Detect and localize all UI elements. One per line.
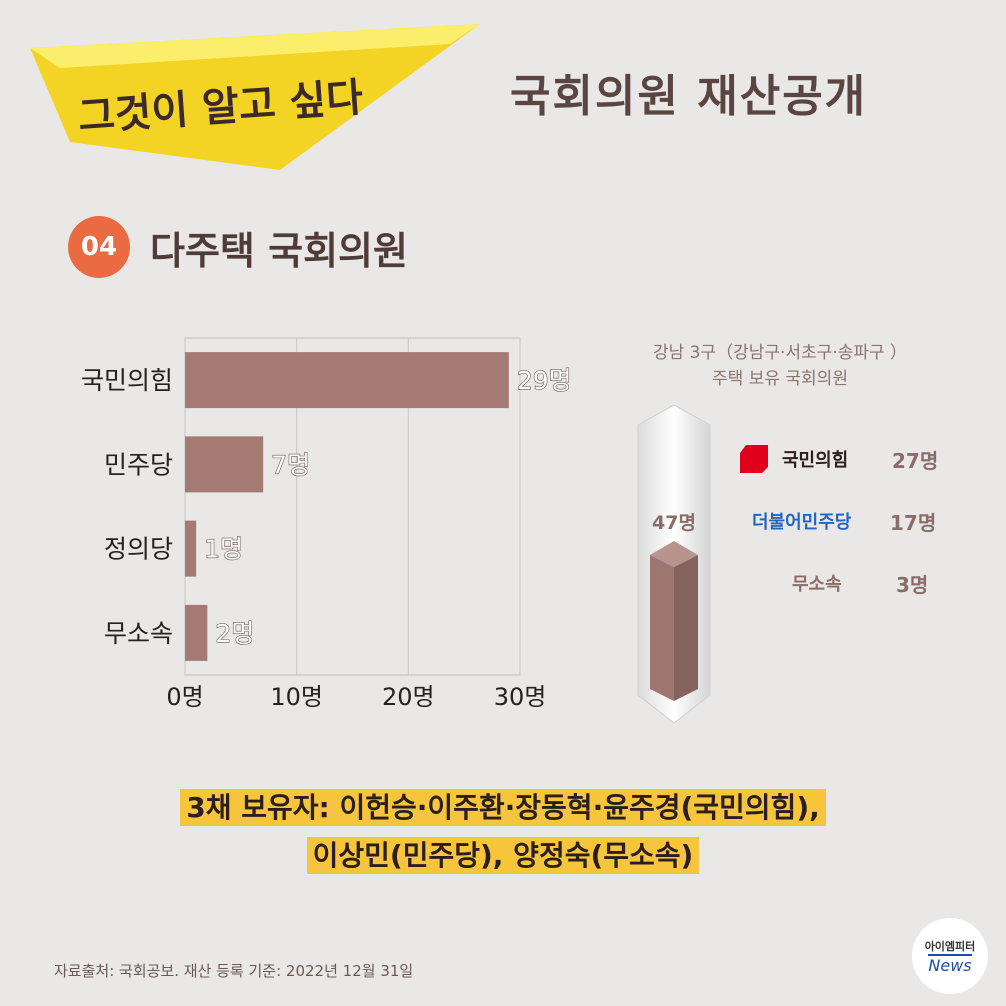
ppp-logo-icon: [738, 443, 770, 475]
bar: [185, 520, 197, 577]
data-label: 2명: [215, 619, 254, 648]
category-label: 정의당: [104, 535, 173, 564]
party-name: 국민의힘: [782, 450, 849, 471]
banner-graphic: 그것이 알고 싶다: [30, 24, 480, 170]
x-tick-label: 20명: [382, 683, 435, 711]
party-name: 더불어민주당: [752, 512, 852, 533]
data-label: 1명: [204, 535, 243, 564]
side-note-line1: 강남 3구（강남구·서초구·송파구 ）: [652, 343, 908, 363]
side-note: 강남 3구（강남구·서초구·송파구 ） 주택 보유 국회의원: [600, 340, 960, 392]
x-tick-label: 0명: [166, 683, 203, 711]
party-row-independent: 무소속 3명: [792, 566, 928, 600]
category-label: 민주당: [104, 450, 173, 479]
total-column-graphic: [637, 405, 711, 724]
x-tick-label: 10명: [270, 683, 323, 711]
footer-line-2-text: 이상민(민주당), 양정숙(무소속): [306, 837, 700, 874]
footer-line-1: 3채 보유자: 이헌승·이주환·장동혁·윤주경(국민의힘),: [0, 786, 1006, 826]
party-count: 17명: [890, 510, 937, 535]
party-count: 27명: [892, 448, 939, 473]
logo-english: News: [928, 953, 972, 975]
data-label: 29명: [517, 366, 572, 395]
source-note: 자료출처: 국회공보. 재산 등록 기준: 2022년 12월 31일: [54, 962, 414, 980]
section-number-badge: 04: [68, 216, 130, 278]
category-label: 무소속: [104, 619, 173, 648]
footer-line-1-text: 3채 보유자: 이헌승·이주환·장동혁·윤주경(국민의힘),: [180, 789, 826, 826]
party-count: 3명: [896, 572, 929, 597]
total-count: 47명: [652, 512, 696, 534]
section-title: 다주택 국회의원: [150, 229, 408, 273]
bar: [185, 604, 208, 661]
news-logo: 아이엠피터 News: [912, 918, 988, 994]
footer-line-2: 이상민(민주당), 양정숙(무소속): [0, 834, 1006, 874]
bar: [185, 352, 509, 409]
bar: [185, 436, 264, 493]
x-tick-label: 30명: [494, 683, 547, 711]
party-name: 무소속: [792, 574, 842, 595]
page-title: 국회의원 재산공개: [510, 71, 868, 122]
party-row-dpk: 더불어민주당 17명: [752, 504, 936, 538]
data-label: 7명: [271, 450, 310, 479]
logo-korean: 아이엠피터: [924, 939, 976, 953]
party-row-ppp: 국민의힘 27명: [738, 442, 938, 476]
category-label: 국민의힘: [81, 366, 173, 395]
side-note-line2: 주택 보유 국회의원: [712, 369, 848, 389]
